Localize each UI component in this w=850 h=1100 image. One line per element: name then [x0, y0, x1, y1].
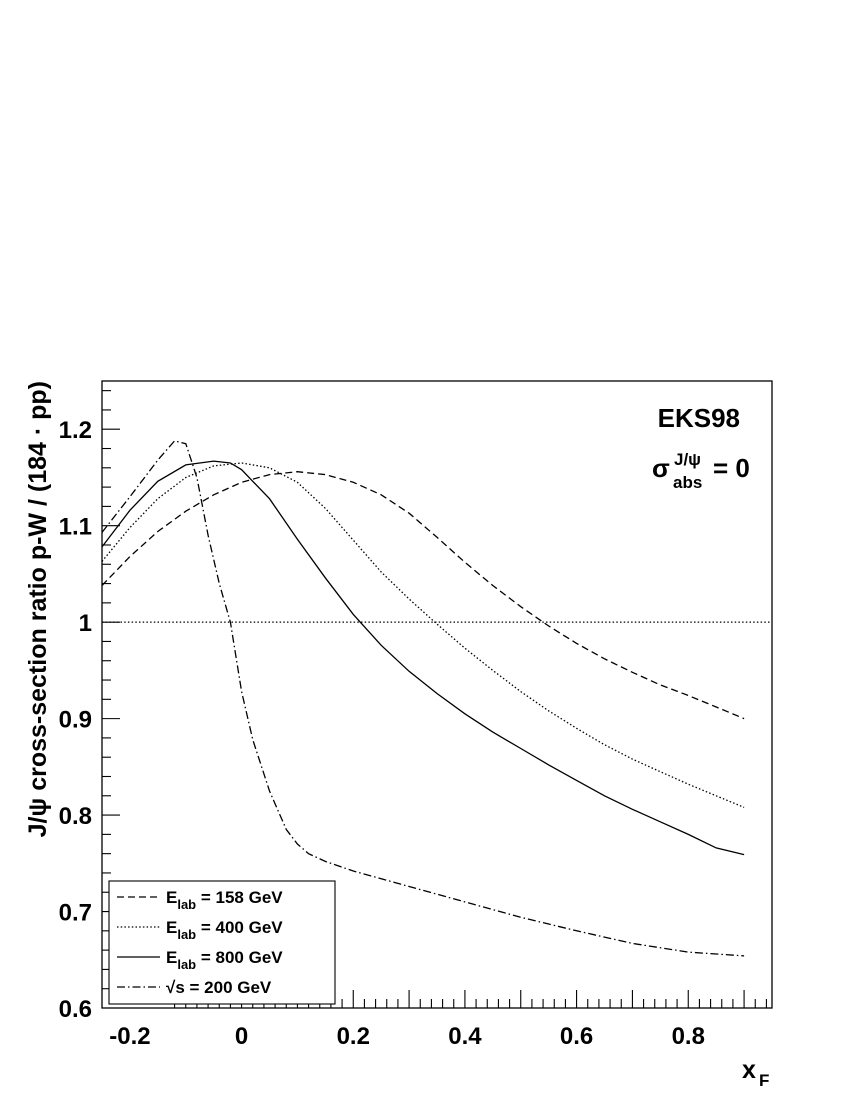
- plot-lines: [101, 440, 772, 957]
- x-tick-label: 0.8: [672, 1023, 705, 1050]
- y-tick-label: 0.8: [59, 803, 92, 830]
- sigma-value: = 0: [713, 453, 750, 483]
- sigma-subscript: abs: [673, 473, 702, 492]
- legend-label-4: √s = 200 GeV: [166, 978, 272, 997]
- y-tick-label: 1.1: [59, 514, 92, 541]
- series-line-4: [101, 440, 745, 957]
- axes: 0.6 0.7 0.8 0.9 1 1.1 1.2 -0.2 0 0.2 0.4 0.6 0.8 J/ψ …: [24, 380, 773, 1090]
- y-axis-title: J/ψ cross-section ratio p-W / (184 · pp): [24, 381, 52, 837]
- legend-label-3: Elab = 800 GeV: [166, 948, 283, 972]
- plot-frame: [101, 380, 773, 1009]
- series-line-3: [101, 460, 745, 856]
- y-tick-label: 1.2: [59, 417, 92, 444]
- series-line-1: [101, 471, 745, 720]
- annotation: EKS98 σ J/ψ abs = 0: [652, 403, 750, 492]
- legend-box: [108, 880, 336, 1005]
- y-tick-label: 0.7: [59, 900, 92, 927]
- x-tick-label: 0.2: [337, 1023, 370, 1050]
- y-tick-label: 0.6: [59, 996, 92, 1023]
- y-tick-label: 1: [79, 610, 92, 637]
- y-tick-label: 0.9: [59, 707, 92, 734]
- sigma-symbol: σ: [652, 453, 670, 483]
- x-tick-label: 0.4: [448, 1023, 482, 1050]
- x-axis-title-subscript: F: [759, 1071, 769, 1090]
- x-tick-label: -0.2: [109, 1023, 150, 1050]
- legend-label-1: Elab = 158 GeV: [166, 888, 283, 912]
- legend: Elab = 158 GeV Elab = 400 GeV Elab = 800 G…: [108, 880, 336, 1005]
- x-tick-label: 0: [235, 1023, 248, 1050]
- series-line-2: [101, 462, 745, 809]
- legend-label-2: Elab = 400 GeV: [166, 918, 283, 942]
- x-tick-label: 0.6: [560, 1023, 593, 1050]
- model-label: EKS98: [658, 403, 740, 433]
- sigma-superscript: J/ψ: [674, 450, 701, 469]
- x-axis-title: x: [742, 1056, 756, 1084]
